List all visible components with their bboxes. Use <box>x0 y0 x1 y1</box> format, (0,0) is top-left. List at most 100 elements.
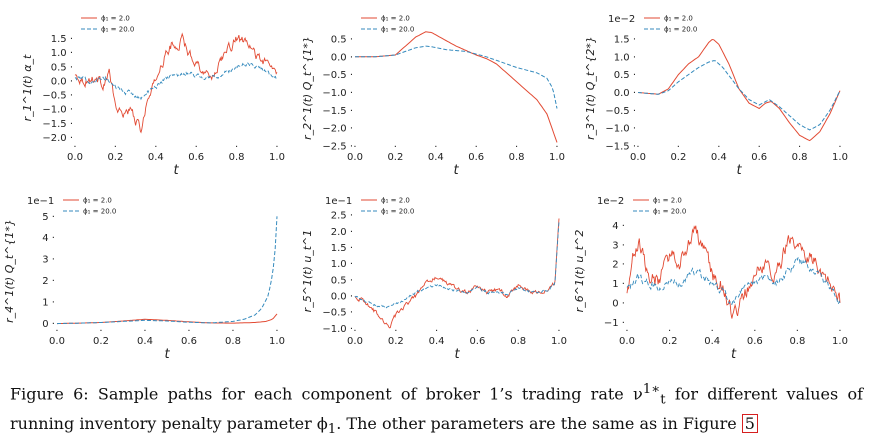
y-tick-label: −1.0 · <box>322 88 353 99</box>
y-axis-label: r_4^1(t) Q_t^{1*} <box>3 219 16 323</box>
y-tick-label: 2.5 · <box>331 211 353 222</box>
scale-multiplier-label: 1e−1 <box>27 196 54 207</box>
chart-panel-4: 0.0·0.2·0.4·0.6·0.8·1.0·0 ·1 ·2 ·3 ·4 ·5… <box>3 196 285 362</box>
x-tick-label: 0.0 <box>67 152 83 163</box>
x-tick-label: 0.8 <box>229 152 245 163</box>
x-tick-mark: · <box>55 326 58 337</box>
x-tick-mark: · <box>557 326 560 337</box>
y-tick-label: −1.0 · <box>605 124 636 135</box>
x-tick-mark: · <box>275 326 278 337</box>
x-tick-mark: · <box>434 142 437 153</box>
series-line-phi-20 <box>354 221 560 309</box>
chart-panel-1: 0.0·0.2·0.4·0.6·0.8·1.0·−2.0 ·−1.5 ·−1.0… <box>21 15 285 179</box>
y-axis-label: r_2^1(t) Q_t^{1*} <box>301 36 314 140</box>
y-tick-label: 3 · <box>42 255 55 266</box>
y-tick-label: 5 · <box>42 212 55 223</box>
x-tick-mark: · <box>394 326 397 337</box>
figure-grid: 0.0·0.2·0.4·0.6·0.8·1.0·−2.0 ·−1.5 ·−1.0… <box>3 14 848 362</box>
x-tick-label: 0.8 <box>225 336 241 347</box>
legend-label: ϕ₁ = 2.0 <box>664 15 693 23</box>
x-tick-label: 0.8 <box>792 152 808 163</box>
y-tick-label: 1 · <box>42 298 55 309</box>
legend-label: ϕ₁ = 2.0 <box>101 15 130 23</box>
x-tick-mark: · <box>143 326 146 337</box>
legend-label: ϕ₁ = 20.0 <box>664 26 697 34</box>
series-line-phi-2 <box>354 218 560 329</box>
x-tick-label: 0.4 <box>428 152 444 163</box>
y-tick-label: 1.5 · <box>614 34 636 45</box>
legend-label: ϕ₁ = 20.0 <box>381 26 414 34</box>
y-axis-label: r_1^1(t) α_t <box>21 54 34 121</box>
y-tick-label: −1 · <box>604 318 625 329</box>
series-line-phi-2 <box>56 313 278 325</box>
chart-panel-6: 0.0·0.2·0.4·0.6·0.8·1.0·−1 ·0 ·1 ·2 ·3 ·… <box>573 196 848 362</box>
x-tick-label: 0.6 <box>181 336 197 347</box>
y-tick-label: 4 · <box>42 233 55 244</box>
y-tick-label: 3 · <box>612 240 625 251</box>
y-tick-label: 2 · <box>612 260 625 271</box>
figure-caption: Figure 6: Sample paths for each componen… <box>10 378 863 441</box>
y-tick-label: 0.5 · <box>331 275 353 286</box>
x-tick-label: 0.8 <box>789 336 805 347</box>
y-tick-label: 0.5 · <box>331 34 353 45</box>
x-tick-mark: · <box>435 326 438 337</box>
y-tick-label: 1 · <box>612 279 625 290</box>
figure-reference-link[interactable]: 5 <box>741 413 758 433</box>
x-tick-mark: · <box>798 142 801 153</box>
x-tick-mark: · <box>187 326 190 337</box>
x-tick-label: 0.4 <box>429 336 445 347</box>
x-tick-mark: · <box>717 142 720 153</box>
x-tick-mark: · <box>353 326 356 337</box>
series-line-phi-20 <box>56 216 278 325</box>
x-axis-label: t <box>454 347 460 362</box>
x-tick-label: 0.2 <box>387 152 403 163</box>
y-tick-label: 1.5 · <box>331 243 353 254</box>
x-tick-mark: · <box>231 326 234 337</box>
caption-text: Figure 6: Sample paths for each componen… <box>10 384 643 404</box>
x-tick-label: 0.2 <box>662 336 678 347</box>
y-tick-label: 0.5 · <box>614 70 636 81</box>
legend-label: ϕ₁ = 20.0 <box>101 26 134 34</box>
x-axis-label: t <box>736 163 742 178</box>
y-tick-label: −0.5 · <box>42 91 73 102</box>
x-tick-label: 1.0 <box>269 152 285 163</box>
x-axis-label: t <box>731 347 737 362</box>
x-tick-label: 0.4 <box>704 336 720 347</box>
scale-multiplier-label: 1e−2 <box>608 14 635 25</box>
caption-text-3: . The other parameters are the same as i… <box>336 413 742 433</box>
x-tick-mark: · <box>838 326 841 337</box>
x-tick-label: 0.0 <box>49 336 65 347</box>
caption-text-2: for different values of running inventor… <box>10 384 863 433</box>
y-axis-label: r_5^1(t) u_t^1 <box>301 230 314 313</box>
x-tick-label: 0.6 <box>188 152 204 163</box>
x-tick-mark: · <box>99 326 102 337</box>
x-tick-label: 0.2 <box>670 152 686 163</box>
x-tick-mark: · <box>668 326 671 337</box>
x-tick-mark: · <box>73 142 76 153</box>
y-tick-label: 1.5 · <box>51 34 73 45</box>
y-tick-label: −0.5 · <box>322 70 353 81</box>
x-tick-label: 0.6 <box>469 336 485 347</box>
x-tick-mark: · <box>753 326 756 337</box>
x-tick-label: 0.4 <box>137 336 153 347</box>
y-tick-label: −1.5 · <box>605 142 636 153</box>
y-tick-label: −1.5 · <box>42 119 73 130</box>
legend-label: ϕ₁ = 2.0 <box>381 15 410 23</box>
x-tick-mark: · <box>796 326 799 337</box>
legend-label: ϕ₁ = 2.0 <box>381 197 410 205</box>
x-axis-label: t <box>164 347 170 362</box>
y-tick-label: 0.0 · <box>614 88 636 99</box>
x-tick-mark: · <box>517 326 520 337</box>
y-tick-label: 1.0 · <box>51 48 73 59</box>
caption-sup: 1∗ <box>642 382 661 397</box>
y-tick-label: 4 · <box>612 221 625 232</box>
y-tick-label: 1.0 · <box>614 52 636 63</box>
y-tick-label: −1.5 · <box>322 106 353 117</box>
x-tick-mark: · <box>758 142 761 153</box>
chart-panel-2: 0.0·0.2·0.4·0.6·0.8·1.0·−2.5 ·−2.0 ·−1.5… <box>301 15 565 179</box>
x-tick-label: 0.4 <box>711 152 727 163</box>
x-tick-mark: · <box>711 326 714 337</box>
series-line-phi-20 <box>637 60 841 131</box>
y-tick-label: 1.0 · <box>331 259 353 270</box>
y-tick-label: −1.0 · <box>42 105 73 116</box>
